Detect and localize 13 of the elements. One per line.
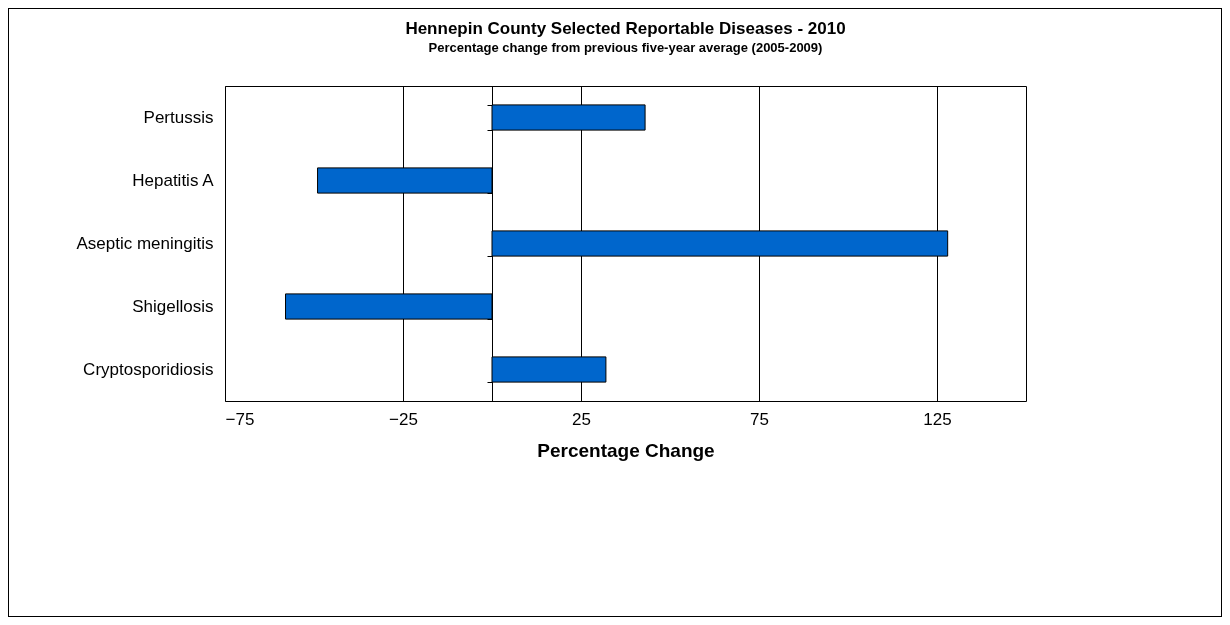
y-tick-label: Shigellosis [132, 296, 214, 316]
x-tick-label: 125 [923, 409, 952, 429]
chart-title: Hennepin County Selected Reportable Diseases - 2010 [405, 19, 846, 38]
x-tick-label: −25 [389, 409, 418, 429]
y-tick-label: Hepatitis A [132, 170, 215, 190]
x-axis-title: Percentage Change [537, 439, 715, 461]
y-tick-label: Aseptic meningitis [76, 233, 214, 253]
y-tick-label: Pertussis [143, 107, 214, 127]
x-tick-label: 75 [750, 409, 769, 429]
y-tick-label: Cryptosporidiosis [83, 359, 214, 379]
chart-subtitle: Percentage change from previous five-year average (2005-2009) [428, 40, 823, 55]
x-tick-label: 25 [572, 409, 591, 429]
x-tick-label: −75 [225, 409, 255, 429]
